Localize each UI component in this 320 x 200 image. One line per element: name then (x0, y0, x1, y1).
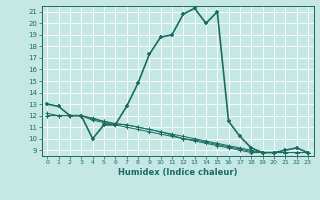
X-axis label: Humidex (Indice chaleur): Humidex (Indice chaleur) (118, 168, 237, 177)
